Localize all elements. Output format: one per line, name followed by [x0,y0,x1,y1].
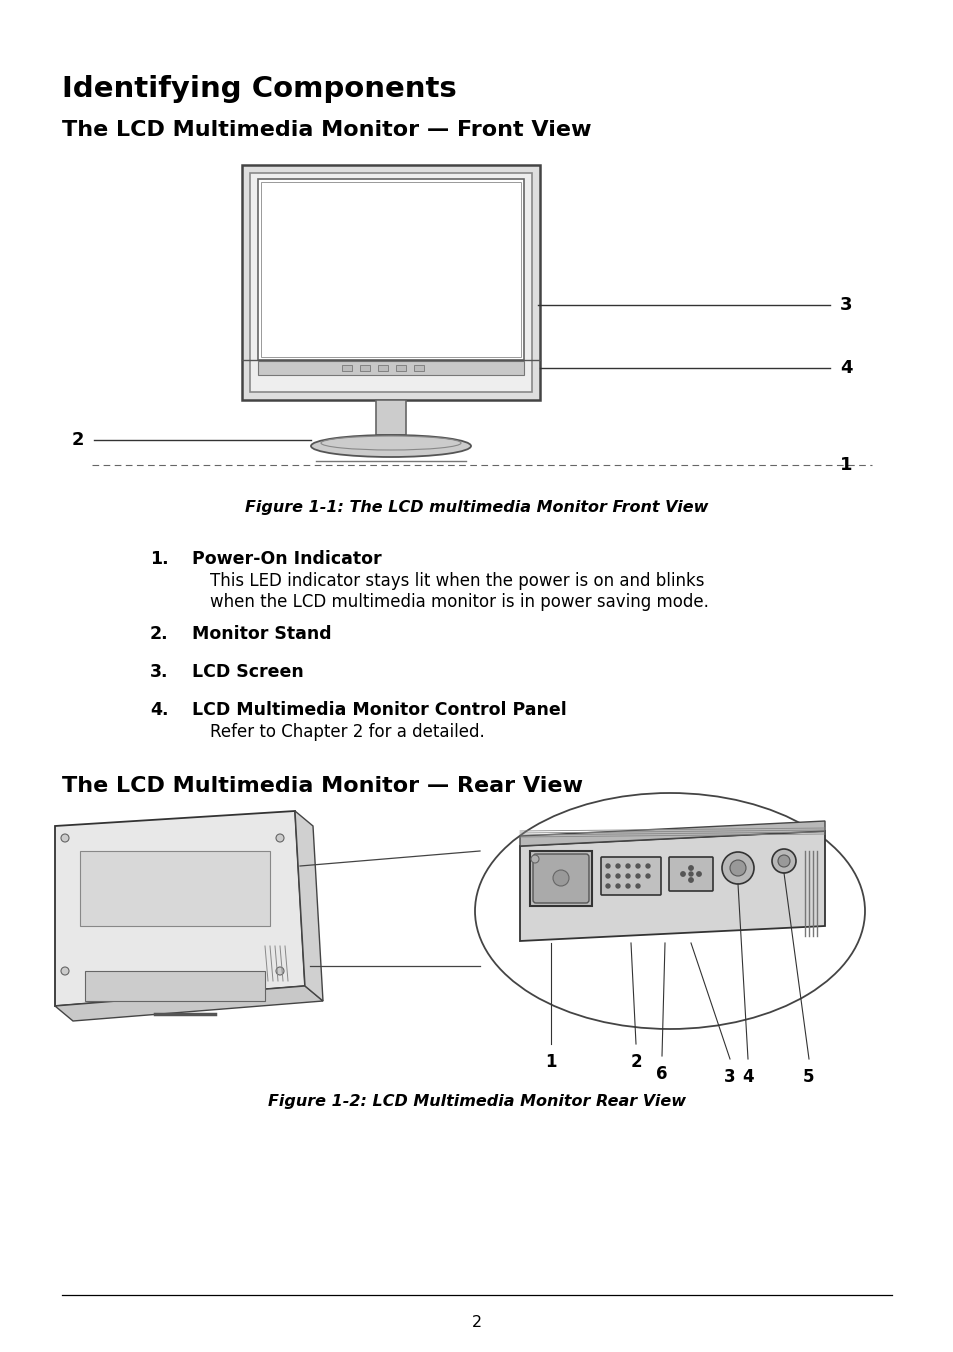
Text: 1: 1 [545,1053,557,1071]
Bar [261,183,520,357]
Bar [377,365,388,370]
Circle shape [645,873,649,877]
Circle shape [531,854,538,863]
Circle shape [688,872,692,876]
Text: Figure 1-2: LCD Multimedia Monitor Rear View: Figure 1-2: LCD Multimedia Monitor Rear … [268,1094,685,1109]
Text: 3.: 3. [150,662,169,681]
Polygon shape [55,811,305,1006]
Bar [257,361,523,375]
Circle shape [275,834,284,842]
Text: LCD Screen: LCD Screen [192,662,303,681]
Text: Figure 1-1: The LCD multimedia Monitor Front View: Figure 1-1: The LCD multimedia Monitor F… [245,500,708,515]
Text: LCD Multimedia Monitor Control Panel: LCD Multimedia Monitor Control Panel [192,700,566,719]
Polygon shape [80,850,270,926]
Bar [375,400,406,435]
Text: Identifying Components: Identifying Components [62,74,456,103]
Circle shape [645,864,649,868]
Bar [530,850,592,906]
Circle shape [605,864,609,868]
Text: The LCD Multimedia Monitor — Front View: The LCD Multimedia Monitor — Front View [62,120,591,141]
Text: 2: 2 [472,1315,481,1330]
Circle shape [771,849,795,873]
FancyBboxPatch shape [668,857,712,891]
Circle shape [636,864,639,868]
FancyBboxPatch shape [533,854,588,903]
Bar [341,365,352,370]
Bar [359,365,370,370]
Text: 3: 3 [723,1068,735,1086]
Text: 6: 6 [656,1065,667,1083]
Text: 4: 4 [741,1068,753,1086]
Circle shape [61,834,69,842]
Circle shape [275,967,284,975]
Circle shape [721,852,753,884]
Circle shape [625,864,629,868]
Text: 5: 5 [802,1068,814,1086]
Circle shape [605,873,609,877]
Circle shape [636,884,639,888]
Circle shape [553,869,568,886]
Text: This LED indicator stays lit when the power is on and blinks
when the LCD multim: This LED indicator stays lit when the po… [210,572,708,611]
Text: Refer to Chapter 2 for a detailed.: Refer to Chapter 2 for a detailed. [210,723,484,741]
Circle shape [636,873,639,877]
Polygon shape [519,821,824,846]
Circle shape [625,873,629,877]
Bar [85,971,265,1000]
Circle shape [616,884,619,888]
Text: 4.: 4. [150,700,169,719]
Circle shape [778,854,789,867]
Text: 2: 2 [71,431,85,449]
Text: Monitor Stand: Monitor Stand [192,625,332,644]
Text: 4: 4 [840,360,852,377]
Bar [414,365,423,370]
Ellipse shape [475,794,864,1029]
Text: Power-On Indicator: Power-On Indicator [192,550,381,568]
Text: 2: 2 [630,1053,641,1071]
Polygon shape [294,811,323,1000]
Circle shape [625,884,629,888]
Polygon shape [519,831,824,941]
Polygon shape [55,986,323,1021]
Circle shape [616,873,619,877]
Bar [257,178,523,360]
Text: 1.: 1. [150,550,169,568]
Bar [250,173,532,392]
Circle shape [680,872,684,876]
Text: 1: 1 [840,456,852,475]
Text: The LCD Multimedia Monitor — Rear View: The LCD Multimedia Monitor — Rear View [62,776,582,796]
Circle shape [605,884,609,888]
Bar [242,165,539,400]
Circle shape [616,864,619,868]
Circle shape [688,877,693,883]
Bar [395,365,406,370]
Circle shape [696,872,700,876]
Text: 3: 3 [840,296,852,314]
Circle shape [61,967,69,975]
Circle shape [688,865,693,871]
Circle shape [729,860,745,876]
Text: 2.: 2. [150,625,169,644]
Ellipse shape [311,435,471,457]
FancyBboxPatch shape [600,857,660,895]
